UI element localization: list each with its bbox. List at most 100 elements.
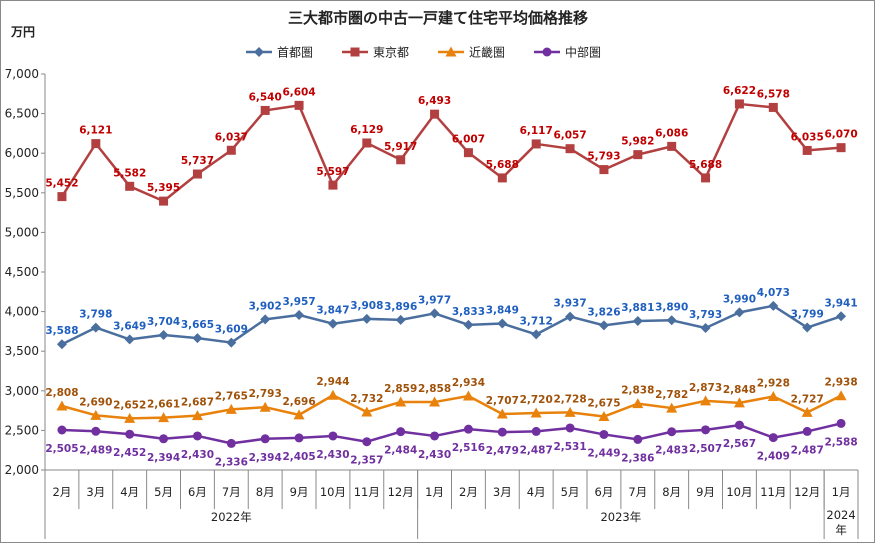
data-point	[90, 409, 102, 420]
x-tick-label: 7月	[222, 485, 241, 499]
data-label: 2,483	[655, 445, 688, 457]
data-label: 2,652	[113, 399, 146, 411]
data-label: 5,688	[689, 159, 722, 171]
x-tick-label: 5月	[154, 485, 173, 499]
data-point	[91, 139, 101, 149]
data-label: 2,394	[249, 452, 282, 464]
data-point	[56, 339, 67, 350]
data-point	[259, 401, 271, 412]
data-label: 2,487	[520, 444, 553, 456]
data-label: 2,687	[181, 397, 214, 409]
data-label: 5,793	[587, 151, 620, 163]
data-label: 2,727	[791, 393, 824, 405]
data-point	[801, 406, 813, 417]
legend-marker	[254, 47, 264, 57]
data-label: 5,582	[113, 167, 146, 179]
data-point	[768, 102, 778, 112]
x-tick-label: 4月	[527, 485, 546, 499]
y-tick-label: 4,000	[5, 305, 39, 319]
x-tick-label: 10月	[320, 485, 346, 499]
data-label: 3,799	[791, 309, 824, 321]
data-label: 2,808	[45, 387, 78, 399]
year-label: 2023年	[600, 510, 641, 524]
data-point	[531, 139, 541, 149]
data-label: 3,793	[689, 309, 722, 321]
x-tick-label: 2月	[53, 485, 72, 499]
data-point	[192, 333, 203, 344]
data-point	[633, 150, 643, 160]
data-label: 2,873	[689, 382, 722, 394]
data-point	[768, 433, 778, 443]
x-tick-label: 11月	[760, 485, 786, 499]
data-label: 2,588	[824, 436, 857, 448]
data-point	[531, 426, 541, 436]
chart-title: 三大都市圏の中古一戸建て住宅平均価格推移	[288, 9, 588, 27]
data-label: 3,649	[113, 320, 146, 332]
y-tick-label: 5,500	[5, 186, 39, 200]
data-point	[124, 412, 136, 423]
data-point	[226, 438, 236, 448]
data-point	[429, 308, 440, 319]
data-label: 6,007	[452, 134, 485, 146]
data-label: 2,405	[282, 451, 315, 463]
data-point	[564, 406, 576, 417]
data-label: 3,704	[147, 316, 180, 328]
x-tick-label: 2月	[459, 485, 478, 499]
data-label: 3,937	[553, 298, 586, 310]
x-tick-label: 12月	[388, 485, 414, 499]
data-point	[632, 398, 644, 409]
data-point	[835, 390, 847, 401]
legend-label: 中部圏	[565, 45, 601, 60]
data-point	[598, 320, 609, 331]
data-point	[362, 437, 372, 447]
data-point	[530, 407, 542, 418]
data-point	[599, 429, 609, 439]
data-point	[158, 412, 170, 423]
legend-item: 近畿圏	[438, 46, 505, 60]
data-point	[836, 143, 846, 153]
data-point	[531, 329, 542, 340]
data-point	[700, 322, 711, 333]
legend-item: 首都圏	[246, 46, 313, 60]
data-point	[632, 316, 643, 327]
data-label: 6,117	[520, 125, 553, 137]
data-label: 2,507	[689, 443, 722, 455]
legend-marker	[542, 47, 552, 57]
data-point	[361, 313, 372, 324]
data-point	[260, 434, 270, 444]
data-point	[192, 169, 202, 179]
x-tick-label: 5月	[561, 485, 580, 499]
data-label: 2,944	[316, 376, 349, 388]
data-point	[124, 334, 135, 345]
data-point	[56, 400, 68, 411]
data-point	[327, 318, 338, 329]
data-point	[802, 322, 813, 333]
y-tick-label: 5,000	[5, 225, 39, 239]
legend-item: 東京都	[342, 46, 409, 60]
legend-label: 東京都	[373, 46, 409, 60]
data-point	[158, 330, 169, 341]
data-point	[734, 420, 744, 430]
data-point	[159, 434, 169, 444]
data-label: 6,578	[757, 88, 790, 100]
data-label: 6,035	[791, 131, 824, 143]
data-point	[667, 427, 677, 437]
data-label: 2,732	[350, 393, 383, 405]
data-point	[328, 180, 338, 190]
data-label: 6,622	[723, 85, 756, 97]
data-point	[430, 431, 440, 441]
x-tick-label: 3月	[493, 485, 512, 499]
data-point	[666, 315, 677, 326]
data-point	[396, 155, 406, 165]
data-point	[293, 409, 305, 420]
data-label: 3,609	[215, 324, 248, 336]
data-label: 5,917	[384, 141, 417, 153]
series-line	[61, 422, 842, 445]
y-tick-label: 7,000	[5, 67, 39, 81]
data-label: 2,934	[452, 377, 485, 389]
legend-label: 近畿圏	[469, 46, 505, 60]
data-label: 3,908	[350, 300, 383, 312]
data-label: 3,826	[587, 306, 620, 318]
legend-marker	[445, 46, 457, 57]
